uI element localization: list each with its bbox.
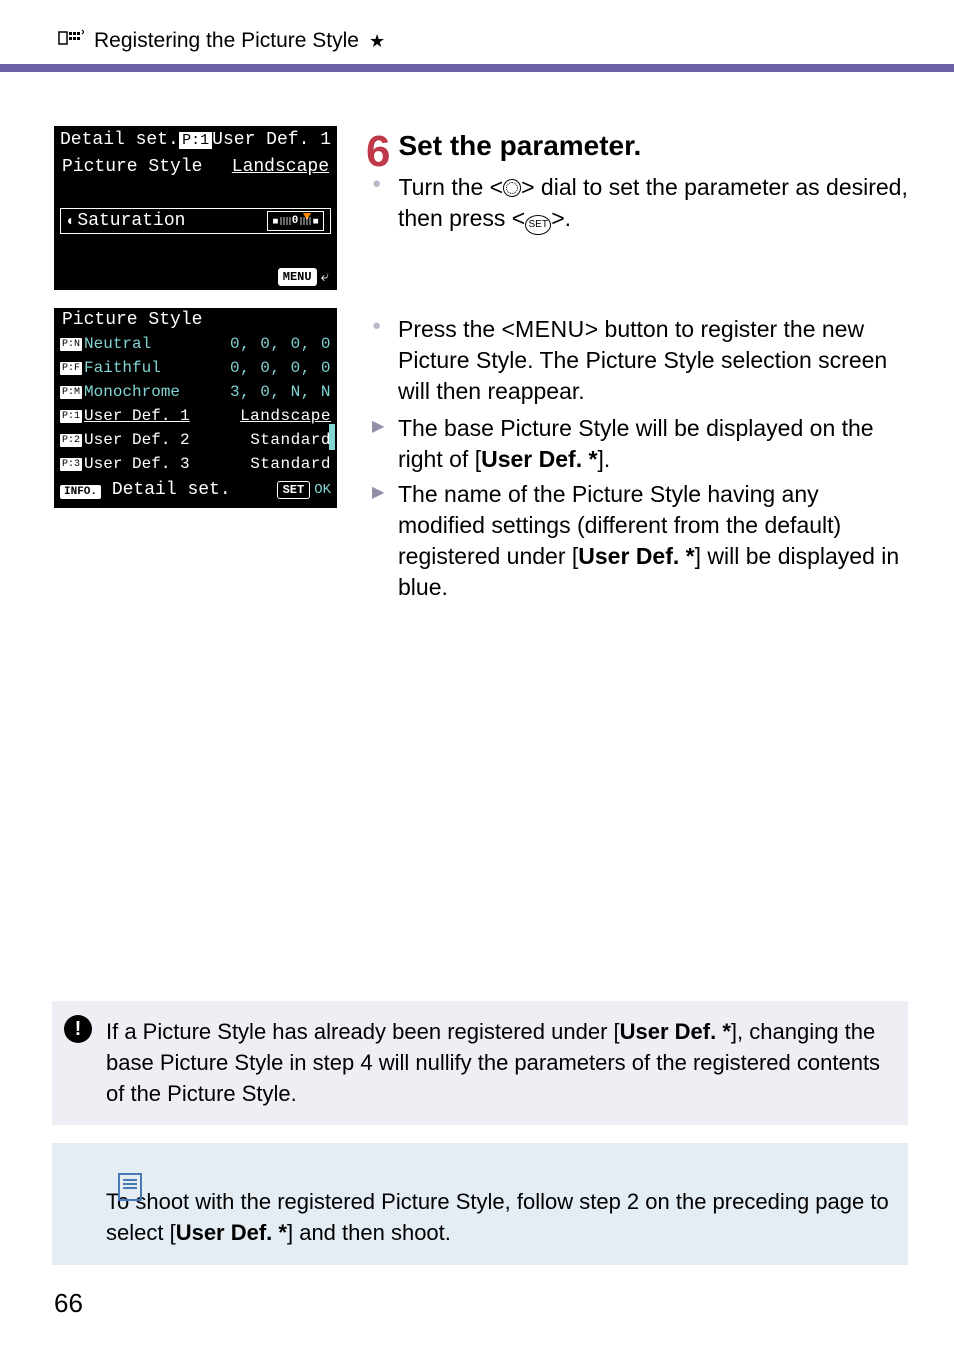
list-item: P:2User Def. 2Standard <box>54 428 337 452</box>
ok-label: OK <box>314 482 331 498</box>
saturation-row: ◐Saturation ◾0◾ <box>60 208 331 234</box>
scrollbar-thumb <box>329 424 335 450</box>
lcd1-header: Detail set. P:1User Def. 1 <box>54 126 337 154</box>
ps-code-icon: P:3 <box>60 458 82 471</box>
ps-name: User Def. 2 <box>84 431 250 449</box>
lcd1-ps-value: Landscape <box>232 157 329 177</box>
lcd1-ps-label: Picture Style <box>62 157 232 177</box>
dial-icon <box>503 179 521 197</box>
page-number: 66 <box>54 1288 83 1319</box>
note-page-icon <box>118 1173 142 1201</box>
info-pill: INFO. <box>60 485 101 499</box>
ps-name: User Def. 3 <box>84 455 250 473</box>
warning-icon: ! <box>64 1015 92 1043</box>
lcd1-spacer2 <box>54 234 337 262</box>
lcd2-footer-left: INFO. Detail set. <box>60 480 231 500</box>
ps-values: 0, 0, 0, 0 <box>230 335 331 353</box>
step-title: Set the parameter. <box>366 130 908 162</box>
list-item: P:1User Def. 1Landscape <box>54 404 337 428</box>
ps-code-icon: P:1 <box>60 410 82 423</box>
ps-values: 0, 0, 0, 0 <box>230 359 331 377</box>
detail-set-label: Detail set. <box>112 480 231 500</box>
ps-code-icon: P:M <box>60 386 82 399</box>
step-block: 6 Set the parameter. Turn the <> dial to… <box>366 130 908 604</box>
lcd-picture-style-list: Picture Style P:NNeutral0, 0, 0, 0P:FFai… <box>54 308 337 508</box>
lcd2-title-row: Picture Style <box>54 308 337 332</box>
header-star-icon: ★ <box>369 31 385 52</box>
ps-values: Standard <box>250 455 331 473</box>
ps-values: Landscape <box>240 407 331 425</box>
lcd1-userdef: P:1User Def. 1 <box>179 130 331 150</box>
warning-note: ! If a Picture Style has already been re… <box>52 1001 908 1125</box>
lcd1-title: Detail set. <box>60 130 179 150</box>
menu-text-icon: MENU <box>515 316 585 342</box>
saturation-slider: ◾0◾ <box>267 211 324 231</box>
lcd-detail-set: Detail set. P:1User Def. 1 Picture Style… <box>54 126 337 290</box>
ps-code-icon: P:N <box>60 338 82 351</box>
return-icon: ⤶ <box>321 268 329 286</box>
list-item: P:FFaithful0, 0, 0, 0 <box>54 356 337 380</box>
info-note: To shoot with the registered Picture Sty… <box>52 1143 908 1265</box>
list-item: P:MMonochrome3, 0, N, N <box>54 380 337 404</box>
ps1-icon: P:1 <box>179 132 212 149</box>
lcd2-title: Picture Style <box>62 310 202 330</box>
ps-name: Neutral <box>84 335 230 353</box>
ps-name: User Def. 1 <box>84 407 240 425</box>
ps-values: Standard <box>250 431 331 449</box>
set-icon: SET <box>525 215 551 235</box>
ps-name: Faithful <box>84 359 230 377</box>
page-header: Registering the Picture Style ★ <box>0 0 954 64</box>
header-title: Registering the Picture Style <box>94 29 359 53</box>
bullet-1: Turn the <> dial to set the parameter as… <box>398 172 908 234</box>
bullet-2: Press the <MENU> button to register the … <box>398 314 908 407</box>
triangle-1: The base Picture Style will be displayed… <box>398 413 908 475</box>
saturation-label: ◐Saturation <box>67 211 185 231</box>
lcd1-spacer <box>54 180 337 208</box>
set-pill: SET <box>277 481 311 499</box>
ps-values: 3, 0, N, N <box>230 383 331 401</box>
header-divider <box>0 64 954 72</box>
step-number: 6 <box>366 130 390 174</box>
lcd2-footer: INFO. Detail set. SET OK <box>54 476 337 504</box>
triangle-2: The name of the Picture Style having any… <box>398 479 908 603</box>
lcd1-footer: MENU ⤶ <box>54 262 337 290</box>
list-item: P:NNeutral0, 0, 0, 0 <box>54 332 337 356</box>
ps-name: Monochrome <box>84 383 230 401</box>
lcd1-picture-style-row: Picture Style Landscape <box>54 154 337 180</box>
saturation-icon: ◐ <box>67 214 75 230</box>
ps-code-icon: P:2 <box>60 434 82 447</box>
picture-style-icon <box>58 28 84 54</box>
list-item: P:3User Def. 3Standard <box>54 452 337 476</box>
ps-code-icon: P:F <box>60 362 82 375</box>
lcd2-footer-right: SET OK <box>277 481 331 499</box>
menu-button-label: MENU <box>278 268 317 286</box>
